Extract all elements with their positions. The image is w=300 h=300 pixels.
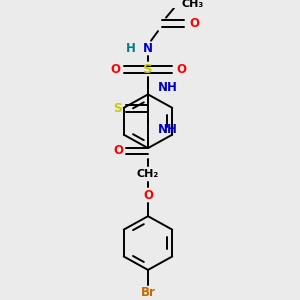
Text: S: S bbox=[113, 102, 122, 115]
Text: O: O bbox=[176, 63, 186, 76]
Text: Br: Br bbox=[141, 286, 155, 299]
Text: CH₂: CH₂ bbox=[137, 169, 159, 179]
Text: CH₃: CH₃ bbox=[182, 0, 204, 9]
Text: H: H bbox=[126, 42, 136, 55]
Text: O: O bbox=[189, 17, 199, 30]
Text: O: O bbox=[143, 189, 153, 202]
Text: NH: NH bbox=[158, 81, 178, 94]
Text: O: O bbox=[110, 63, 120, 76]
Text: NH: NH bbox=[158, 123, 178, 136]
Text: S: S bbox=[143, 63, 153, 76]
Text: O: O bbox=[113, 145, 123, 158]
Text: N: N bbox=[143, 42, 153, 55]
